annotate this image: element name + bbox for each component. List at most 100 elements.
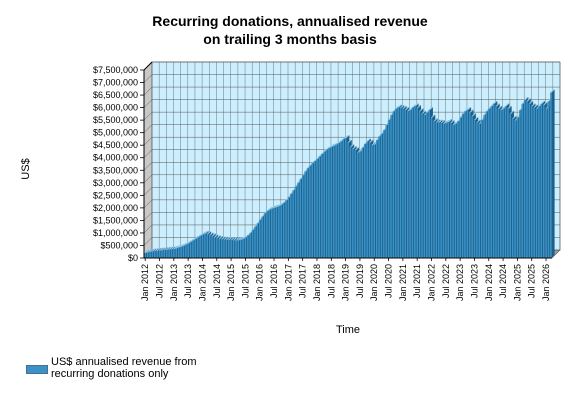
bar xyxy=(192,240,194,258)
bar-top xyxy=(395,105,400,109)
bar xyxy=(168,249,170,258)
bar-top xyxy=(533,104,538,108)
bar-top xyxy=(468,109,474,113)
bar-top xyxy=(225,236,231,240)
legend-label-line-1: US$ annualised revenue from xyxy=(51,356,197,368)
bar xyxy=(292,190,294,258)
bar xyxy=(225,239,228,258)
bar-top xyxy=(154,248,159,252)
y-tick-label: $5,000,000 xyxy=(93,128,138,138)
y-tick-label: $7,500,000 xyxy=(93,65,138,75)
bar xyxy=(385,125,387,258)
bar xyxy=(290,193,292,258)
bar-top xyxy=(542,102,548,106)
bar-top xyxy=(428,107,433,111)
bar-top xyxy=(199,232,204,236)
y-tick-label: $6,000,000 xyxy=(93,103,138,113)
bar-top xyxy=(146,249,152,253)
bar xyxy=(297,182,299,258)
bar-top xyxy=(464,108,469,112)
bar xyxy=(380,133,383,258)
legend: US$ annualised revenue from recurring do… xyxy=(26,356,251,380)
x-tick-label: Jan 2026 xyxy=(541,264,551,301)
bar xyxy=(409,110,411,259)
grid-line-depth xyxy=(143,237,153,246)
bar-top xyxy=(161,247,166,251)
x-tick-label: Jul 2023 xyxy=(469,264,479,298)
chart-title-line-2: on trailing 3 months basis xyxy=(203,31,377,47)
bar-top xyxy=(273,205,278,209)
x-tick-label: Jul 2015 xyxy=(240,264,250,298)
bar xyxy=(175,248,178,258)
bar xyxy=(495,106,497,258)
bar xyxy=(287,197,290,258)
bar xyxy=(321,153,323,258)
x-tick-label: Jan 2022 xyxy=(427,264,437,301)
bar-top xyxy=(509,110,515,114)
bar xyxy=(328,148,330,258)
bar-top xyxy=(495,103,500,107)
bar-top xyxy=(473,117,479,121)
bar-top xyxy=(492,100,498,104)
y-tick-label: $2,500,000 xyxy=(93,190,138,200)
bar-top xyxy=(168,246,173,250)
y-tick-label: $0 xyxy=(128,253,138,263)
bar xyxy=(335,144,337,258)
bar xyxy=(449,123,452,259)
bar-top xyxy=(437,119,443,123)
grid-line-depth xyxy=(143,149,153,158)
y-tick-label: $2,000,000 xyxy=(93,203,138,213)
bar xyxy=(330,146,333,258)
bar-top xyxy=(352,145,357,149)
bar xyxy=(237,240,240,258)
bar-top xyxy=(356,149,362,153)
bar xyxy=(416,108,418,258)
bar xyxy=(375,140,378,258)
bar-top xyxy=(354,147,359,151)
bar xyxy=(390,115,392,259)
bar xyxy=(418,111,421,258)
bar-top xyxy=(170,246,176,250)
bar xyxy=(309,165,311,258)
grid-line-depth xyxy=(143,111,153,121)
bar xyxy=(232,240,235,258)
bar xyxy=(459,117,461,258)
bar xyxy=(378,136,380,258)
bar xyxy=(280,204,282,258)
bar-top xyxy=(421,110,426,114)
bar xyxy=(189,241,192,258)
legend-label-line-2: recurring donations only xyxy=(51,368,169,380)
x-tick-label: Jan 2014 xyxy=(197,264,207,301)
bar xyxy=(368,142,371,258)
grid-line-depth xyxy=(143,124,153,133)
bar xyxy=(373,144,376,258)
bar xyxy=(533,107,535,258)
bar xyxy=(430,117,433,258)
bar xyxy=(301,175,304,258)
x-tick-label: Jul 2025 xyxy=(527,264,537,298)
bar-top xyxy=(220,236,226,240)
bar xyxy=(414,106,416,258)
y-tick-label: $7,000,000 xyxy=(93,78,138,88)
bar-top xyxy=(206,231,212,235)
bar xyxy=(177,247,180,258)
bar xyxy=(395,108,397,258)
bar xyxy=(428,110,430,259)
bar-top xyxy=(185,241,190,245)
bar xyxy=(313,161,316,258)
bar xyxy=(440,123,442,259)
y-tick-label: $500,000 xyxy=(100,240,138,250)
bar-top xyxy=(208,232,214,236)
bar xyxy=(196,237,199,258)
bar xyxy=(256,223,259,258)
x-tick-label: Jan 2013 xyxy=(169,264,179,301)
x-tick-label: Jan 2025 xyxy=(512,264,522,301)
bar xyxy=(521,103,523,258)
bar-top xyxy=(445,120,450,124)
bar xyxy=(531,106,533,258)
bar xyxy=(194,238,197,258)
bar xyxy=(235,240,237,258)
bar xyxy=(411,107,414,258)
bar-top xyxy=(177,244,183,248)
bar xyxy=(306,168,309,258)
